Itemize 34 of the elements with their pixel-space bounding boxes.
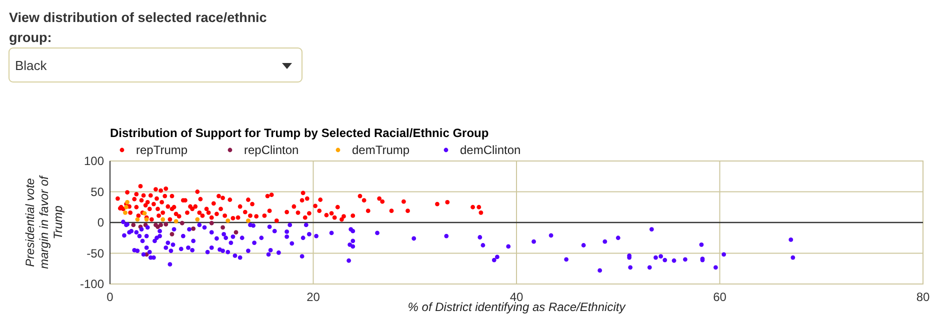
legend-label: demClinton (460, 143, 521, 157)
text: View distribution of selected race/ethnic group: (9, 10, 268, 45)
chart-title: Distribution of Support for Trump by Selected Racial/Ethnic Group (110, 126, 489, 140)
point (131, 222, 136, 228)
point (158, 222, 164, 228)
y-tick-label: 50 (90, 184, 104, 199)
point (226, 218, 230, 223)
x-tick-label: 80 (916, 290, 930, 304)
y-tick-label: 100 (84, 154, 104, 168)
point (209, 220, 214, 226)
legend-label: repTrump (136, 143, 188, 157)
dropdown-field: Black (8, 48, 302, 82)
point (246, 218, 250, 223)
point (174, 219, 178, 224)
point (135, 217, 140, 222)
x-tick-label: 20 (306, 290, 320, 304)
point (234, 230, 238, 235)
y-tick-label: -50 (86, 246, 104, 260)
legend-label: repClinton (244, 143, 299, 157)
point (170, 232, 174, 236)
y-axis-title: Presidential vote margin in favor of Trump (23, 174, 65, 269)
x-tick-label: 60 (713, 290, 727, 304)
y-tick-label: 0 (97, 216, 104, 230)
point (123, 210, 128, 215)
point (164, 222, 168, 227)
y-tick-label: -100 (80, 277, 104, 291)
legend-label: demTrump (352, 143, 410, 157)
point (195, 217, 200, 222)
point (180, 220, 184, 226)
point (160, 217, 166, 222)
point (124, 204, 128, 210)
point (220, 225, 226, 230)
x-tick-label: 0 (106, 290, 114, 304)
point (191, 226, 196, 231)
